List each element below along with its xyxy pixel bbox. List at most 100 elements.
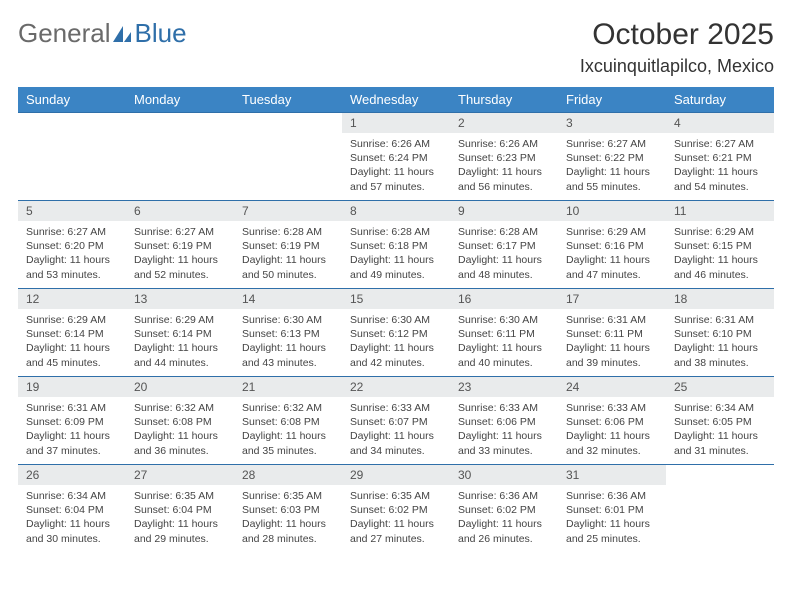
day-number xyxy=(18,113,126,133)
calendar-cell: 6Sunrise: 6:27 AMSunset: 6:19 PMDaylight… xyxy=(126,201,234,289)
day-header: Saturday xyxy=(666,87,774,113)
day-details: Sunrise: 6:27 AMSunset: 6:21 PMDaylight:… xyxy=(666,133,774,200)
day-details: Sunrise: 6:26 AMSunset: 6:24 PMDaylight:… xyxy=(342,133,450,200)
day-header-row: SundayMondayTuesdayWednesdayThursdayFrid… xyxy=(18,87,774,113)
day-details: Sunrise: 6:29 AMSunset: 6:14 PMDaylight:… xyxy=(126,309,234,376)
day-number: 11 xyxy=(666,201,774,221)
calendar-cell: 12Sunrise: 6:29 AMSunset: 6:14 PMDayligh… xyxy=(18,289,126,377)
calendar-cell: 16Sunrise: 6:30 AMSunset: 6:11 PMDayligh… xyxy=(450,289,558,377)
day-number: 25 xyxy=(666,377,774,397)
calendar-cell: 25Sunrise: 6:34 AMSunset: 6:05 PMDayligh… xyxy=(666,377,774,465)
calendar-cell: 13Sunrise: 6:29 AMSunset: 6:14 PMDayligh… xyxy=(126,289,234,377)
calendar-cell: 23Sunrise: 6:33 AMSunset: 6:06 PMDayligh… xyxy=(450,377,558,465)
month-title: October 2025 xyxy=(580,18,774,52)
day-number: 2 xyxy=(450,113,558,133)
day-number: 17 xyxy=(558,289,666,309)
location-label: Ixcuinquitlapilco, Mexico xyxy=(580,56,774,77)
calendar-cell: 20Sunrise: 6:32 AMSunset: 6:08 PMDayligh… xyxy=(126,377,234,465)
day-number: 18 xyxy=(666,289,774,309)
day-number: 16 xyxy=(450,289,558,309)
day-details: Sunrise: 6:28 AMSunset: 6:19 PMDaylight:… xyxy=(234,221,342,288)
calendar-cell: 21Sunrise: 6:32 AMSunset: 6:08 PMDayligh… xyxy=(234,377,342,465)
day-details: Sunrise: 6:35 AMSunset: 6:04 PMDaylight:… xyxy=(126,485,234,552)
calendar-cell: 5Sunrise: 6:27 AMSunset: 6:20 PMDaylight… xyxy=(18,201,126,289)
day-number: 6 xyxy=(126,201,234,221)
day-number: 1 xyxy=(342,113,450,133)
calendar-cell: 29Sunrise: 6:35 AMSunset: 6:02 PMDayligh… xyxy=(342,465,450,553)
day-details: Sunrise: 6:33 AMSunset: 6:07 PMDaylight:… xyxy=(342,397,450,464)
calendar-cell: 24Sunrise: 6:33 AMSunset: 6:06 PMDayligh… xyxy=(558,377,666,465)
day-header: Monday xyxy=(126,87,234,113)
day-details: Sunrise: 6:30 AMSunset: 6:11 PMDaylight:… xyxy=(450,309,558,376)
day-number: 22 xyxy=(342,377,450,397)
calendar-cell xyxy=(666,465,774,553)
day-number: 23 xyxy=(450,377,558,397)
brand-word-blue: Blue xyxy=(135,18,187,49)
day-number: 26 xyxy=(18,465,126,485)
calendar-page: General Blue October 2025 Ixcuinquitlapi… xyxy=(0,0,792,563)
day-number: 7 xyxy=(234,201,342,221)
day-number: 19 xyxy=(18,377,126,397)
calendar-cell: 10Sunrise: 6:29 AMSunset: 6:16 PMDayligh… xyxy=(558,201,666,289)
day-details: Sunrise: 6:33 AMSunset: 6:06 PMDaylight:… xyxy=(558,397,666,464)
brand-logo: General Blue xyxy=(18,18,187,49)
day-number: 31 xyxy=(558,465,666,485)
day-details: Sunrise: 6:27 AMSunset: 6:20 PMDaylight:… xyxy=(18,221,126,288)
page-header: General Blue October 2025 Ixcuinquitlapi… xyxy=(18,18,774,77)
day-details: Sunrise: 6:34 AMSunset: 6:04 PMDaylight:… xyxy=(18,485,126,552)
day-number: 4 xyxy=(666,113,774,133)
calendar-cell: 26Sunrise: 6:34 AMSunset: 6:04 PMDayligh… xyxy=(18,465,126,553)
calendar-cell: 3Sunrise: 6:27 AMSunset: 6:22 PMDaylight… xyxy=(558,113,666,201)
calendar-week-row: 1Sunrise: 6:26 AMSunset: 6:24 PMDaylight… xyxy=(18,113,774,201)
calendar-cell xyxy=(18,113,126,201)
day-number: 12 xyxy=(18,289,126,309)
day-details: Sunrise: 6:36 AMSunset: 6:02 PMDaylight:… xyxy=(450,485,558,552)
calendar-cell: 14Sunrise: 6:30 AMSunset: 6:13 PMDayligh… xyxy=(234,289,342,377)
day-number: 29 xyxy=(342,465,450,485)
calendar-cell: 17Sunrise: 6:31 AMSunset: 6:11 PMDayligh… xyxy=(558,289,666,377)
brand-sail-icon xyxy=(113,18,133,49)
day-number: 8 xyxy=(342,201,450,221)
day-details: Sunrise: 6:31 AMSunset: 6:10 PMDaylight:… xyxy=(666,309,774,376)
day-details: Sunrise: 6:34 AMSunset: 6:05 PMDaylight:… xyxy=(666,397,774,464)
day-details: Sunrise: 6:29 AMSunset: 6:14 PMDaylight:… xyxy=(18,309,126,376)
day-number: 5 xyxy=(18,201,126,221)
calendar-cell xyxy=(126,113,234,201)
title-block: October 2025 Ixcuinquitlapilco, Mexico xyxy=(580,18,774,77)
day-details: Sunrise: 6:26 AMSunset: 6:23 PMDaylight:… xyxy=(450,133,558,200)
day-details: Sunrise: 6:36 AMSunset: 6:01 PMDaylight:… xyxy=(558,485,666,552)
calendar-cell xyxy=(234,113,342,201)
day-header: Wednesday xyxy=(342,87,450,113)
day-number: 14 xyxy=(234,289,342,309)
calendar-cell: 30Sunrise: 6:36 AMSunset: 6:02 PMDayligh… xyxy=(450,465,558,553)
day-number xyxy=(234,113,342,133)
day-details: Sunrise: 6:32 AMSunset: 6:08 PMDaylight:… xyxy=(234,397,342,464)
calendar-week-row: 5Sunrise: 6:27 AMSunset: 6:20 PMDaylight… xyxy=(18,201,774,289)
calendar-cell: 1Sunrise: 6:26 AMSunset: 6:24 PMDaylight… xyxy=(342,113,450,201)
day-details: Sunrise: 6:29 AMSunset: 6:15 PMDaylight:… xyxy=(666,221,774,288)
day-details: Sunrise: 6:28 AMSunset: 6:18 PMDaylight:… xyxy=(342,221,450,288)
day-details: Sunrise: 6:33 AMSunset: 6:06 PMDaylight:… xyxy=(450,397,558,464)
calendar-cell: 28Sunrise: 6:35 AMSunset: 6:03 PMDayligh… xyxy=(234,465,342,553)
calendar-cell: 9Sunrise: 6:28 AMSunset: 6:17 PMDaylight… xyxy=(450,201,558,289)
day-details: Sunrise: 6:30 AMSunset: 6:12 PMDaylight:… xyxy=(342,309,450,376)
calendar-cell: 11Sunrise: 6:29 AMSunset: 6:15 PMDayligh… xyxy=(666,201,774,289)
day-header: Thursday xyxy=(450,87,558,113)
day-number: 3 xyxy=(558,113,666,133)
calendar-table: SundayMondayTuesdayWednesdayThursdayFrid… xyxy=(18,87,774,553)
calendar-cell: 31Sunrise: 6:36 AMSunset: 6:01 PMDayligh… xyxy=(558,465,666,553)
day-details: Sunrise: 6:27 AMSunset: 6:22 PMDaylight:… xyxy=(558,133,666,200)
calendar-cell: 2Sunrise: 6:26 AMSunset: 6:23 PMDaylight… xyxy=(450,113,558,201)
day-details: Sunrise: 6:35 AMSunset: 6:02 PMDaylight:… xyxy=(342,485,450,552)
calendar-week-row: 12Sunrise: 6:29 AMSunset: 6:14 PMDayligh… xyxy=(18,289,774,377)
calendar-cell: 7Sunrise: 6:28 AMSunset: 6:19 PMDaylight… xyxy=(234,201,342,289)
calendar-cell: 27Sunrise: 6:35 AMSunset: 6:04 PMDayligh… xyxy=(126,465,234,553)
day-details: Sunrise: 6:28 AMSunset: 6:17 PMDaylight:… xyxy=(450,221,558,288)
day-number xyxy=(666,465,774,485)
day-number: 15 xyxy=(342,289,450,309)
day-number: 20 xyxy=(126,377,234,397)
calendar-cell: 8Sunrise: 6:28 AMSunset: 6:18 PMDaylight… xyxy=(342,201,450,289)
day-details: Sunrise: 6:35 AMSunset: 6:03 PMDaylight:… xyxy=(234,485,342,552)
day-number: 9 xyxy=(450,201,558,221)
calendar-cell: 15Sunrise: 6:30 AMSunset: 6:12 PMDayligh… xyxy=(342,289,450,377)
